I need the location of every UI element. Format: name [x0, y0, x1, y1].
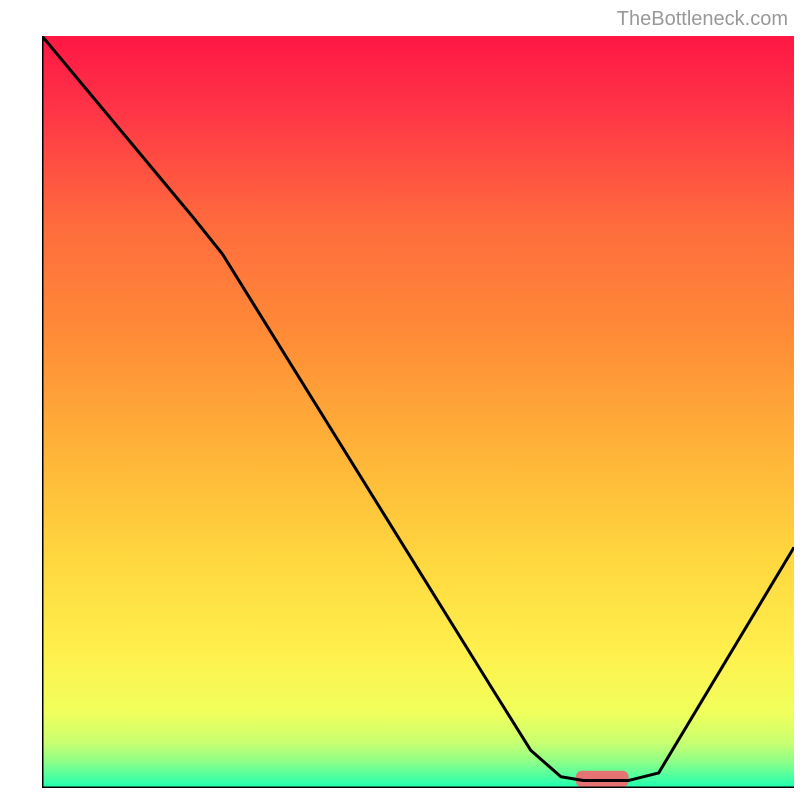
gradient-background: [42, 36, 794, 788]
chart-container: TheBottleneck.com: [0, 0, 800, 800]
bottleneck-marker: [576, 771, 629, 788]
plot-area: [42, 36, 794, 788]
watermark-text: TheBottleneck.com: [617, 8, 788, 31]
chart-svg: [42, 36, 794, 788]
